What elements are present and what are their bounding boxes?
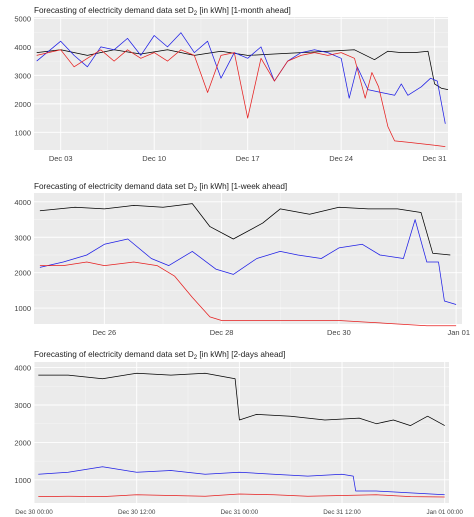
y-tick-label: 5000 — [14, 14, 31, 23]
y-tick-label: 1000 — [14, 128, 31, 137]
x-tick-label: Jan 01 — [447, 328, 470, 337]
series-line-black — [38, 372, 445, 426]
y-tick-label: 3000 — [14, 401, 31, 410]
chart-1-title-subscript: 2 — [194, 11, 198, 17]
series-line-red — [38, 493, 445, 498]
chart-1-plot: 1000 2000 3000 4000 5000 Dec 03 Dec 10 Dec 17 De… — [14, 14, 449, 163]
y-tick-label: 1000 — [14, 476, 31, 485]
chart-3: Forecasting of electricity demand data s… — [14, 350, 463, 516]
x-tick-label: Dec 26 — [92, 328, 116, 337]
series-line-red — [39, 261, 457, 327]
series-line-blue — [36, 32, 446, 124]
series-line-blue — [39, 219, 457, 305]
chart-3-title: Forecasting of electricity demand data s… — [34, 350, 285, 361]
x-tick-label: Dec 30 — [327, 328, 351, 337]
y-tick-label: 4000 — [14, 198, 31, 207]
chart-3-plot: 1000 2000 3000 4000 Dec 30 00:00 Dec 30 12:00… — [14, 362, 463, 516]
y-tick-label: 2000 — [14, 438, 31, 447]
series-line-black — [39, 203, 451, 256]
y-tick-label: 4000 — [14, 364, 31, 373]
chart-2-title-subscript: 2 — [194, 187, 198, 193]
x-tick-label: Dec 31 12:00 — [323, 509, 361, 516]
x-tick-label: Dec 30 12:00 — [118, 509, 156, 516]
chart-1-title: Forecasting of electricity demand data s… — [34, 6, 291, 17]
chart-3-title-rest: [in kWh] [2-days ahead] — [197, 350, 285, 359]
chart-2-title-rest: [in kWh] [1-week ahead] — [197, 182, 287, 191]
y-tick-label: 3000 — [14, 233, 31, 242]
y-tick-label: 1000 — [14, 304, 31, 313]
plot-panel — [34, 193, 462, 324]
x-tick-label: Dec 30 00:00 — [15, 509, 53, 516]
plot-panel — [34, 362, 449, 503]
y-tick-label: 2000 — [14, 100, 31, 109]
x-tick-label: Dec 24 — [329, 154, 353, 163]
chart-3-title-main: Forecasting of electricity demand data s… — [34, 350, 194, 359]
x-tick-label: Dec 03 — [49, 154, 73, 163]
x-tick-label: Dec 17 — [236, 154, 260, 163]
chart-2: Forecasting of electricity demand data s… — [14, 182, 470, 337]
chart-2-plot: 1000 2000 3000 4000 Dec 26 Dec 28 Dec 30 Jan 01 — [14, 193, 470, 337]
series-line-blue — [38, 466, 445, 496]
x-tick-label: Dec 31 — [423, 154, 447, 163]
x-tick-label: Dec 10 — [142, 154, 166, 163]
series-line-red — [36, 49, 446, 147]
chart-2-title: Forecasting of electricity demand data s… — [34, 182, 287, 193]
chart-3-title-subscript: 2 — [194, 355, 198, 361]
y-tick-label: 4000 — [14, 43, 31, 52]
x-tick-label: Dec 31 00:00 — [221, 509, 259, 516]
chart-1-title-main: Forecasting of electricity demand data s… — [34, 6, 194, 15]
y-tick-label: 2000 — [14, 269, 31, 278]
y-tick-label: 3000 — [14, 71, 31, 80]
chart-1-title-rest: [in kWh] [1-month ahead] — [197, 6, 291, 15]
x-tick-label: Dec 28 — [210, 328, 234, 337]
chart-2-title-main: Forecasting of electricity demand data s… — [34, 182, 194, 191]
x-tick-label: Jan 01 00:00 — [427, 509, 464, 516]
chart-1: Forecasting of electricity demand data s… — [14, 6, 449, 163]
